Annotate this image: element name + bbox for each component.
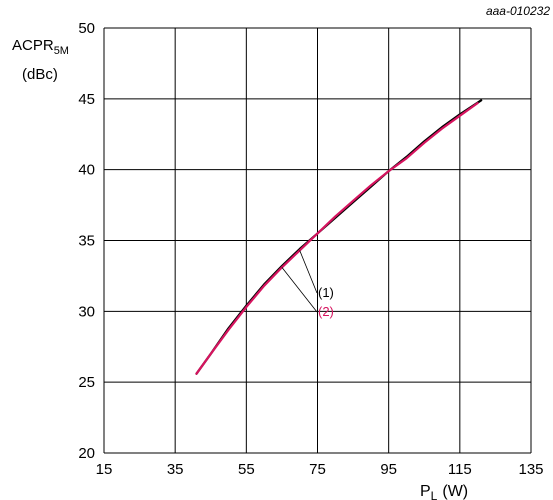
series-line-2 (195, 101, 479, 375)
x-axis-label-text: P (420, 483, 431, 500)
x-axis-label: PL (W) (420, 483, 468, 500)
y-tick-label: 45 (78, 91, 95, 108)
y-axis-label-unit: (dBc) (22, 66, 58, 83)
x-tick-label: 135 (518, 461, 543, 478)
y-tick-label: 25 (78, 374, 95, 391)
y-axis-label-main: ACPR5M (12, 37, 69, 57)
callout-leader-2 (281, 267, 318, 313)
series-label-1: (1) (318, 285, 334, 300)
label-layer: 15 35 55 75 95 115 135 20 25 30 35 40 45 50 (1) (2) (78, 20, 543, 478)
x-tick-label: 75 (309, 461, 326, 478)
x-tick-label: 95 (380, 461, 397, 478)
x-tick-label: 55 (238, 461, 255, 478)
grid (103, 27, 532, 454)
x-tick-label: 115 (448, 461, 472, 478)
x-tick-label: 35 (167, 461, 184, 478)
x-tick-label: 15 (96, 461, 113, 478)
y-tick-label: 35 (78, 233, 95, 250)
x-axis-label-subscript: L (431, 489, 438, 500)
callout-leader-1 (299, 250, 318, 294)
figure-id: aaa-010232 (486, 4, 550, 18)
series-line-1 (195, 99, 483, 375)
series-label-2: (2) (318, 304, 334, 319)
y-tick-label: 50 (78, 20, 95, 37)
y-tick-label: 20 (78, 445, 95, 462)
series-layer (195, 99, 483, 375)
y-tick-label: 30 (78, 303, 95, 320)
y-tick-label: 40 (78, 162, 95, 179)
y-axis-label-text: ACPR (12, 37, 54, 54)
y-axis-label-subscript: 5M (54, 45, 69, 57)
x-axis-label-unit: (W) (442, 483, 468, 500)
